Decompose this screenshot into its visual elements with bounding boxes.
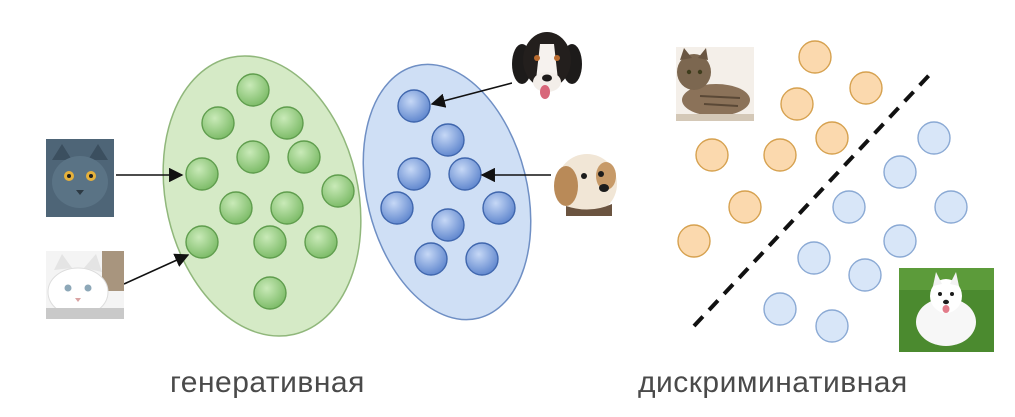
decision-boundary bbox=[692, 68, 936, 328]
gray-cat-photo bbox=[46, 139, 114, 217]
dog-class-point bbox=[848, 258, 882, 292]
cat-cluster-dot bbox=[185, 157, 219, 191]
white-cat-photo bbox=[46, 251, 124, 319]
dog-cluster-dots bbox=[380, 89, 516, 276]
cat-cluster-dots bbox=[185, 73, 355, 310]
cat-cluster-dot bbox=[201, 106, 235, 140]
white-dog-photo bbox=[899, 268, 994, 352]
arrow-white-cat bbox=[123, 253, 190, 285]
bernese-dog-photo bbox=[512, 30, 582, 100]
dog-cluster bbox=[362, 63, 532, 321]
cat-class-point bbox=[728, 190, 762, 224]
dog-cluster-dot bbox=[431, 208, 465, 242]
discriminative-caption: дискриминативная bbox=[638, 366, 908, 399]
cat-class-points bbox=[677, 40, 883, 258]
dog-class-point bbox=[883, 224, 917, 258]
dog-cluster-dot bbox=[465, 242, 499, 276]
dog-class-points bbox=[763, 121, 968, 343]
cat-cluster-dot bbox=[236, 73, 270, 107]
cat-cluster-dot bbox=[270, 106, 304, 140]
cat-cluster-dot bbox=[287, 140, 321, 174]
dog-cluster-dot bbox=[482, 191, 516, 225]
dog-class-point bbox=[917, 121, 951, 155]
cat-cluster-dot bbox=[185, 225, 219, 259]
cat-class-point bbox=[695, 138, 729, 172]
cat-cluster-dot bbox=[270, 191, 304, 225]
dog-cluster-dot bbox=[431, 123, 465, 157]
cat-class-point bbox=[815, 121, 849, 155]
cat-cluster-dot bbox=[304, 225, 338, 259]
dog-cluster-dot bbox=[414, 242, 448, 276]
dog-class-point bbox=[815, 309, 849, 343]
cat-cluster-dot bbox=[236, 140, 270, 174]
arrow-bernese-dog bbox=[430, 82, 513, 108]
dog-cluster-dot bbox=[397, 89, 431, 123]
dog-cluster-dot bbox=[380, 191, 414, 225]
arrows bbox=[116, 82, 551, 285]
generative-caption: генеративная bbox=[170, 366, 365, 399]
cat-class-point bbox=[849, 71, 883, 105]
cat-class-point bbox=[763, 138, 797, 172]
small-dog-photo bbox=[551, 148, 625, 220]
cat-cluster-dot bbox=[321, 174, 355, 208]
tabby-cat-photo bbox=[676, 47, 754, 121]
dog-class-point bbox=[883, 155, 917, 189]
cat-cluster-dot bbox=[253, 276, 287, 310]
dog-cluster-dot bbox=[397, 157, 431, 191]
dog-class-point bbox=[934, 190, 968, 224]
cat-cluster bbox=[162, 55, 362, 337]
cat-class-point bbox=[780, 87, 814, 121]
dog-class-point bbox=[763, 292, 797, 326]
dog-class-point bbox=[832, 190, 866, 224]
dog-class-point bbox=[797, 241, 831, 275]
cat-cluster-dot bbox=[219, 191, 253, 225]
cat-class-point bbox=[677, 224, 711, 258]
cat-class-point bbox=[798, 40, 832, 74]
cat-cluster-dot bbox=[253, 225, 287, 259]
dog-cluster-dot bbox=[448, 157, 482, 191]
